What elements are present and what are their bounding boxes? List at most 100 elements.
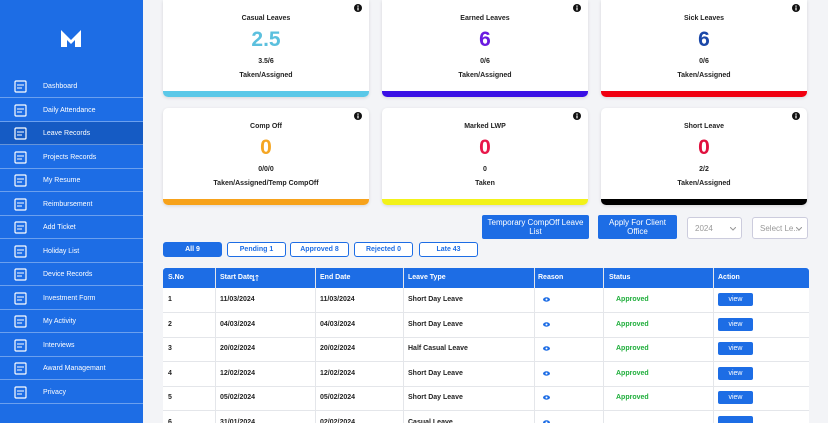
filter-tab[interactable]: All 9 bbox=[163, 242, 222, 257]
row-divider bbox=[163, 410, 809, 411]
logo bbox=[61, 30, 81, 47]
menu-item[interactable]: Dashboard bbox=[0, 75, 143, 98]
action-button[interactable]: Temporary CompOff Leave List bbox=[482, 215, 589, 239]
cell: 1 bbox=[168, 296, 172, 303]
info-icon bbox=[354, 112, 362, 120]
leave-card: Casual Leaves 2.5 3.5/6 Taken/Assigned bbox=[163, 0, 369, 97]
view-button[interactable] bbox=[718, 415, 753, 423]
menu-label: Leave Records bbox=[43, 130, 91, 137]
leave-card: Sick Leaves 6 0/6 Taken/Assigned bbox=[601, 0, 807, 97]
column-divider bbox=[403, 268, 404, 423]
menu-item[interactable]: My Activity bbox=[0, 310, 143, 333]
menu-icon bbox=[14, 338, 27, 352]
cell: 4 bbox=[168, 369, 172, 377]
menu-label: My Resume bbox=[43, 177, 81, 184]
card-bar bbox=[601, 91, 807, 97]
cell: 12/02/2024 bbox=[320, 369, 356, 377]
select[interactable]: 2024 bbox=[687, 217, 742, 239]
card-value: 2.5 bbox=[251, 28, 281, 51]
card-label: Taken/Assigned/Temp CompOff bbox=[213, 180, 319, 187]
status: Approved bbox=[616, 345, 649, 352]
menu-icon bbox=[14, 103, 27, 117]
card-title: Short Leave bbox=[683, 123, 725, 130]
reason-icon bbox=[543, 419, 550, 423]
filter-tab[interactable]: Approved 8 bbox=[290, 242, 349, 257]
menu-item[interactable]: Reimbursement bbox=[0, 193, 143, 216]
cell: 20/02/2024 bbox=[320, 345, 356, 352]
column-header: S.No bbox=[168, 274, 184, 281]
filter-tab[interactable]: Pending 1 bbox=[227, 242, 286, 257]
menu-icon bbox=[14, 221, 27, 234]
cell: 05/02/2024 bbox=[220, 394, 256, 401]
info-icon bbox=[792, 112, 800, 120]
card-label: Taken bbox=[475, 180, 495, 187]
column-divider bbox=[713, 268, 714, 423]
view-button[interactable]: view bbox=[718, 317, 753, 331]
menu-icon bbox=[14, 291, 27, 305]
info-icon bbox=[573, 112, 581, 120]
view-button[interactable]: view bbox=[718, 391, 753, 404]
card-bar bbox=[601, 199, 807, 205]
card-title: Earned Leaves bbox=[460, 15, 510, 22]
leave-card: Comp Off 0 0/0/0 Taken/Assigned/Temp CompOf… bbox=[163, 108, 369, 205]
select-value: Select Le... bbox=[760, 224, 801, 233]
view-button[interactable]: view bbox=[718, 366, 753, 380]
select[interactable]: Select Le... bbox=[752, 217, 808, 239]
row-divider bbox=[163, 385, 809, 387]
menu-icon bbox=[14, 362, 27, 375]
card-label: Taken/Assigned bbox=[677, 180, 731, 187]
view-button[interactable]: view bbox=[718, 293, 753, 306]
filter-tab[interactable]: Rejected 0 bbox=[354, 242, 413, 257]
action-button[interactable]: Apply For Client Office bbox=[598, 215, 677, 239]
menu-icon bbox=[14, 315, 27, 328]
status: Approved bbox=[616, 320, 649, 328]
reason-icon bbox=[543, 395, 550, 400]
card-label: Taken/Assigned bbox=[239, 72, 293, 79]
column-header: Action bbox=[718, 274, 740, 281]
chevron bbox=[796, 227, 802, 231]
menu-label: Add Ticket bbox=[43, 224, 76, 231]
card-value: 0 bbox=[260, 136, 272, 159]
info-icon bbox=[573, 4, 581, 12]
menu-label: Privacy bbox=[43, 388, 66, 396]
menu-item[interactable]: Add Ticket bbox=[0, 216, 143, 239]
cell: 04/03/2024 bbox=[220, 320, 256, 328]
sidebar: Dashboard Daily Attendance Leave Records Pr… bbox=[0, 0, 143, 423]
column-header: End Date bbox=[320, 274, 351, 281]
menu-item[interactable]: Leave Records bbox=[0, 122, 143, 145]
column-header: Status bbox=[609, 274, 631, 281]
card-title: Comp Off bbox=[250, 123, 282, 130]
menu-item[interactable]: Device Records bbox=[0, 263, 143, 286]
menu-item[interactable]: Investment Form bbox=[0, 287, 143, 310]
menu-icon bbox=[14, 80, 27, 93]
view-button[interactable]: view bbox=[718, 342, 753, 355]
menu-label: Reimbursement bbox=[43, 200, 93, 208]
card-label: Taken/Assigned bbox=[458, 72, 512, 79]
menu-item[interactable]: Interviews bbox=[0, 334, 143, 357]
menu-icon bbox=[14, 244, 27, 258]
leave-card: Earned Leaves 6 0/6 Taken/Assigned bbox=[382, 0, 588, 97]
card-value: 0 bbox=[698, 136, 710, 159]
cell: Short Day Leave bbox=[408, 320, 463, 328]
filter-tab[interactable]: Late 43 bbox=[419, 242, 478, 257]
info-icon bbox=[792, 4, 800, 12]
card-value: 6 bbox=[698, 28, 710, 51]
status: Approved bbox=[616, 296, 649, 303]
column-divider bbox=[534, 268, 535, 423]
cell: Short Day Leave bbox=[408, 296, 463, 303]
menu-item[interactable]: My Resume bbox=[0, 169, 143, 192]
menu-item[interactable]: Award Managemant bbox=[0, 357, 143, 380]
column-header: Start Date bbox=[220, 274, 254, 281]
cell: 12/02/2024 bbox=[220, 369, 256, 377]
menu-item[interactable]: Privacy bbox=[0, 381, 143, 404]
column-divider bbox=[603, 268, 604, 423]
reason-icon bbox=[543, 321, 550, 327]
row-divider bbox=[163, 361, 809, 362]
menu-item[interactable]: Holiday List bbox=[0, 240, 143, 263]
menu-item[interactable]: Projects Records bbox=[0, 146, 143, 169]
cell: 11/03/2024 bbox=[320, 296, 355, 303]
cell: 3 bbox=[168, 345, 172, 352]
menu-icon bbox=[14, 197, 27, 211]
menu-item[interactable]: Daily Attendance bbox=[0, 99, 143, 122]
